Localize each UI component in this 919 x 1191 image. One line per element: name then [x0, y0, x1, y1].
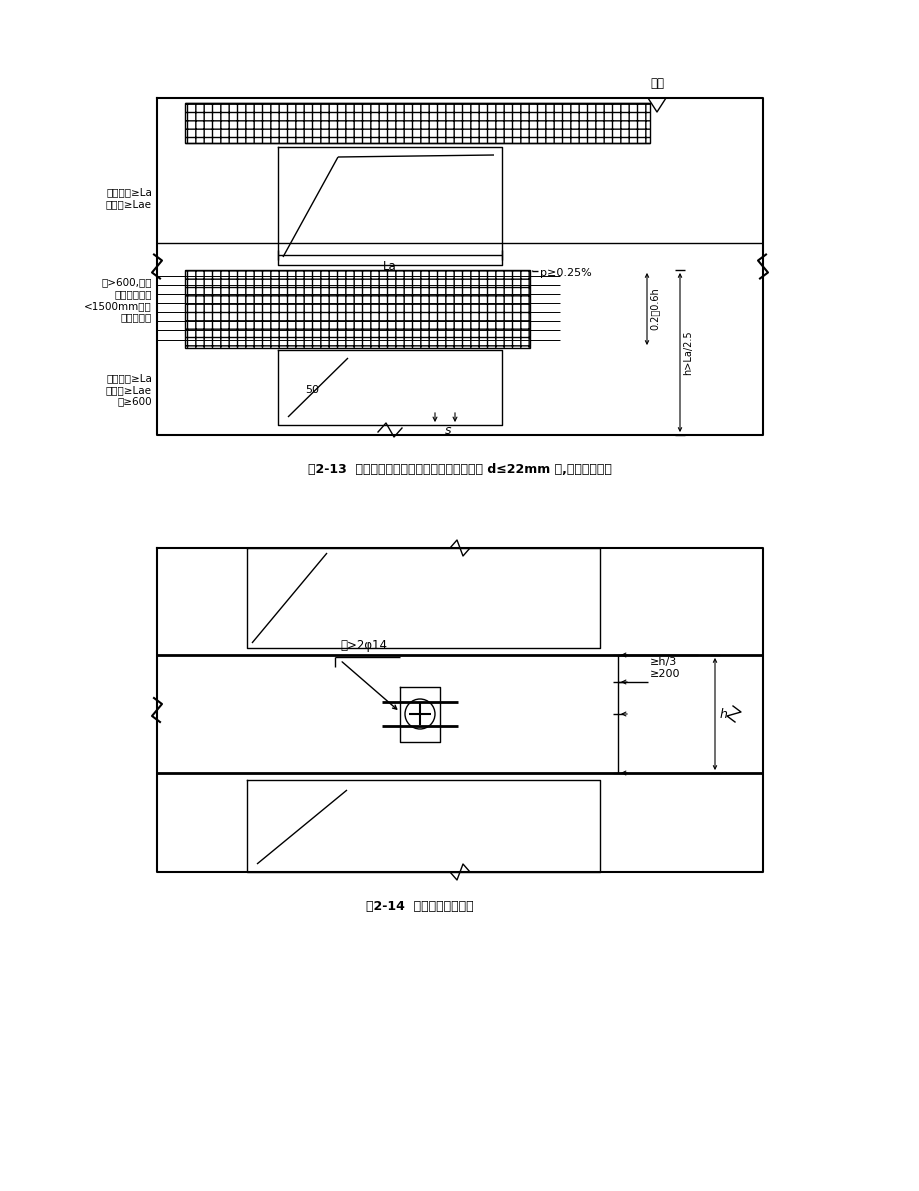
Text: 非抗震时≥La
抗震时≥Lae
且≥600: 非抗震时≥La 抗震时≥Lae 且≥600	[106, 374, 152, 406]
Text: 各>2φ14: 各>2φ14	[340, 640, 387, 651]
Text: 图2-14  剪力墙连梁的配筋: 图2-14 剪力墙连梁的配筋	[366, 900, 473, 913]
Text: 图2-13  一、二级抗震等级非加强部位纵向钢筋 d≤22mm 时,钢筋搭接构造: 图2-13 一、二级抗震等级非加强部位纵向钢筋 d≤22mm 时,钢筋搭接构造	[308, 463, 611, 476]
Bar	[185, 102, 650, 143]
Text: La: La	[382, 260, 396, 273]
Text: s: s	[445, 424, 451, 436]
Text: h>La/2.5: h>La/2.5	[682, 330, 692, 375]
Text: 非抗震时≥La
抗震时≥Lae: 非抗震时≥La 抗震时≥Lae	[106, 187, 152, 208]
Text: ≥h/3
≥200: ≥h/3 ≥200	[650, 657, 680, 679]
Bar	[185, 270, 529, 348]
Text: 顶层: 顶层	[650, 77, 664, 91]
Text: h: h	[720, 707, 727, 721]
Text: 0.2～0.6h: 0.2～0.6h	[650, 287, 659, 330]
Text: 50: 50	[305, 385, 319, 394]
Text: p≥0.25%: p≥0.25%	[539, 268, 591, 278]
Text: 且>600,此范
围内箍筋间距
<1500mm箍筋
直径同跨中: 且>600,此范 围内箍筋间距 <1500mm箍筋 直径同跨中	[85, 278, 152, 323]
